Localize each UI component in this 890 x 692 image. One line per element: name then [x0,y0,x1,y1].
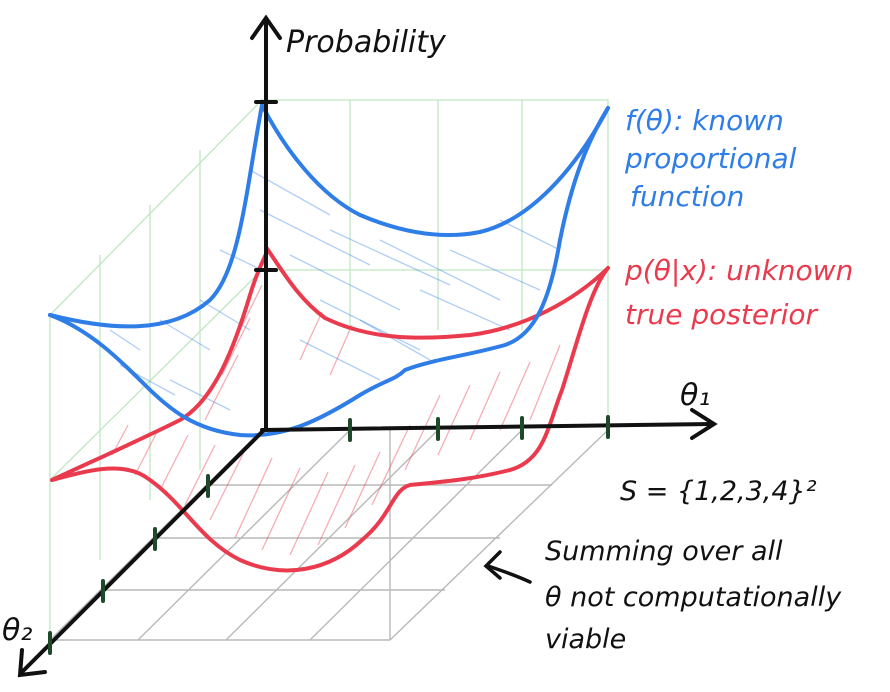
true-posterior-curve [50,266,610,573]
vertical-ticks [254,100,278,272]
known-function-label-line-3: function [630,180,744,213]
floor-grid [49,429,609,641]
theta2-axis-label: θ₂ [2,613,32,648]
known-function-hatching [109,169,561,411]
known-function-label-line-1: f(θ): known [625,104,784,137]
summing-note-line-3: viable [545,624,626,655]
vertical-axis-arrowhead [250,14,282,40]
theta1-axis-label: θ₁ [680,378,710,413]
theta1-axis-arrowhead [690,408,718,440]
true-posterior-curve-back [50,246,610,482]
pointer-arrow-icon [483,550,532,584]
theta2-axis-arrowhead [17,648,47,678]
axis-ticks [48,415,610,655]
vertical-axis-label: Probability [286,25,447,60]
theta1-axis [260,422,714,432]
known-function-curve [48,106,610,438]
true-posterior-hatching [111,284,561,556]
true-posterior-label-line-1: p(θ|x): unknown [624,254,853,287]
perspective-guide-grid [49,99,609,640]
known-function-label-line-2: proportional [624,142,797,175]
set-definition-label: S = {1,2,3,4}² [620,476,817,507]
known-function-curve-back [48,98,610,329]
summing-note-line-1: Summing over all [545,536,783,567]
summing-note-line-2: θ not computationally [545,582,842,613]
axes [17,14,718,678]
theta2-axis [20,428,266,674]
true-posterior-label-line-2: true posterior [625,298,818,331]
